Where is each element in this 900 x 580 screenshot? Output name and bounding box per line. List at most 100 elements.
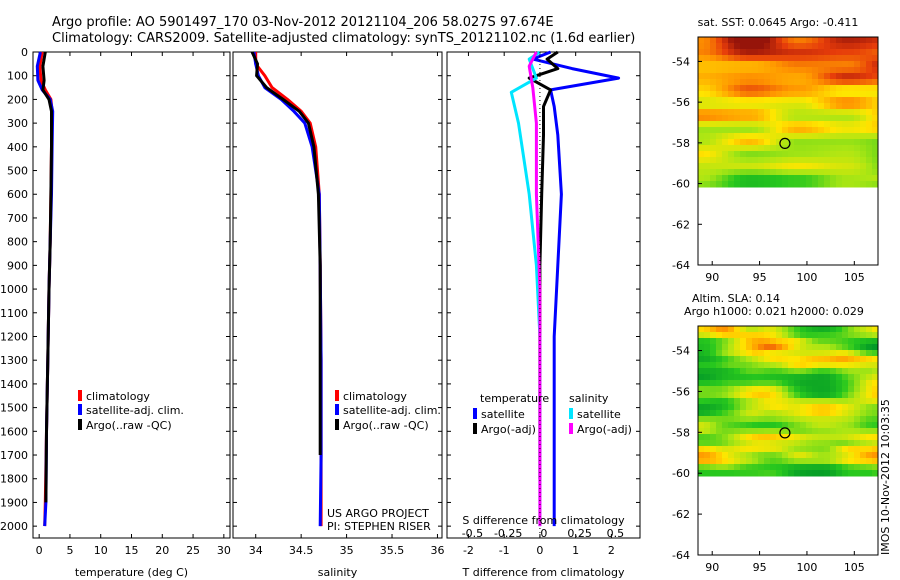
heat-cell bbox=[770, 338, 777, 345]
heat-cell bbox=[806, 452, 813, 459]
heat-cell bbox=[764, 73, 771, 80]
heat-cell bbox=[770, 356, 777, 363]
heat-cell bbox=[872, 115, 879, 122]
heat-cell bbox=[842, 362, 849, 369]
heat-cell bbox=[836, 332, 843, 339]
heat-cell bbox=[818, 145, 825, 152]
heat-cell bbox=[854, 133, 861, 140]
heat-cell bbox=[800, 181, 807, 188]
heat-cell bbox=[848, 49, 855, 56]
heat-cell bbox=[710, 181, 717, 188]
heat-cell bbox=[710, 139, 717, 146]
heat-cell bbox=[842, 458, 849, 465]
heat-cell bbox=[794, 175, 801, 182]
heat-cell bbox=[842, 428, 849, 435]
heat-cell bbox=[704, 151, 711, 158]
heat-cell bbox=[788, 67, 795, 74]
panel-salinity: 34 34.5 35 35.5 36salinityclimatologysatelli… bbox=[232, 51, 444, 579]
heat-cell bbox=[776, 109, 783, 116]
heat-cell bbox=[716, 115, 723, 122]
heat-cell bbox=[698, 169, 705, 176]
heat-cell bbox=[794, 109, 801, 116]
heat-cell bbox=[812, 398, 819, 405]
heat-cell bbox=[734, 91, 741, 98]
heat-cell bbox=[698, 326, 705, 333]
heat-cell bbox=[830, 350, 837, 357]
heat-cell bbox=[782, 91, 789, 98]
heat-cell bbox=[752, 446, 759, 453]
heat-cell bbox=[704, 410, 711, 417]
heat-cell bbox=[866, 344, 873, 351]
heat-cell bbox=[800, 43, 807, 50]
heat-cell bbox=[842, 398, 849, 405]
heat-cell bbox=[872, 338, 879, 345]
heat-cell bbox=[710, 133, 717, 140]
heat-cell bbox=[866, 392, 873, 399]
heat-cell bbox=[764, 43, 771, 50]
heat-cell bbox=[746, 49, 753, 56]
heat-cell bbox=[806, 368, 813, 375]
heat-cell bbox=[770, 380, 777, 387]
heat-cell bbox=[704, 85, 711, 92]
heat-cell bbox=[866, 109, 873, 116]
heat-cell bbox=[716, 380, 723, 387]
heat-cell bbox=[734, 344, 741, 351]
heat-cell bbox=[812, 326, 819, 333]
heat-cell bbox=[716, 470, 723, 477]
heat-cell bbox=[710, 163, 717, 170]
heat-cell bbox=[866, 368, 873, 375]
heat-cell bbox=[764, 163, 771, 170]
heat-cell bbox=[734, 440, 741, 447]
heat-cell bbox=[698, 85, 705, 92]
heat-cell bbox=[800, 49, 807, 56]
heat-cell bbox=[716, 49, 723, 56]
heat-cell bbox=[818, 91, 825, 98]
heat-cell bbox=[824, 79, 831, 86]
heat-cell bbox=[854, 109, 861, 116]
heat-cell bbox=[866, 163, 873, 170]
heat-cell bbox=[734, 368, 741, 375]
heat-cell bbox=[800, 374, 807, 381]
heat-cell bbox=[764, 151, 771, 158]
heat-cell bbox=[776, 49, 783, 56]
heat-cell bbox=[746, 181, 753, 188]
heat-cell bbox=[836, 145, 843, 152]
heat-cell bbox=[776, 115, 783, 122]
panel-temperature: 0 5 10 15 20 25 300100200300400500600700800900… bbox=[0, 46, 231, 579]
heat-cell bbox=[740, 79, 747, 86]
heat-cell bbox=[800, 103, 807, 110]
heat-cell bbox=[710, 458, 717, 465]
heat-cell bbox=[836, 61, 843, 68]
heat-cell bbox=[830, 145, 837, 152]
heat-cell bbox=[770, 79, 777, 86]
heat-cell bbox=[734, 133, 741, 140]
heat-cell bbox=[740, 398, 747, 405]
heat-cell bbox=[716, 67, 723, 74]
heat-cell bbox=[728, 452, 735, 459]
heat-cell bbox=[704, 362, 711, 369]
heat-cell bbox=[770, 127, 777, 134]
y-tick-label: -54 bbox=[672, 345, 690, 358]
heat-cell bbox=[752, 49, 759, 56]
heat-cell bbox=[830, 386, 837, 393]
heat-cell bbox=[812, 434, 819, 441]
heat-cell bbox=[734, 380, 741, 387]
heat-cell bbox=[788, 464, 795, 471]
heat-cell bbox=[854, 91, 861, 98]
heat-cell bbox=[734, 151, 741, 158]
heat-cell bbox=[866, 362, 873, 369]
heat-cell bbox=[848, 175, 855, 182]
heat-cell bbox=[830, 392, 837, 399]
heat-cell bbox=[836, 157, 843, 164]
heat-cell bbox=[776, 386, 783, 393]
heat-cell bbox=[710, 380, 717, 387]
heat-cell bbox=[716, 404, 723, 411]
heat-cell bbox=[770, 109, 777, 116]
heat-cell bbox=[770, 362, 777, 369]
heat-cell bbox=[836, 73, 843, 80]
heat-cell bbox=[758, 67, 765, 74]
heat-cell bbox=[860, 392, 867, 399]
heat-cell bbox=[782, 446, 789, 453]
heat-cell bbox=[806, 103, 813, 110]
heat-cell bbox=[860, 169, 867, 176]
